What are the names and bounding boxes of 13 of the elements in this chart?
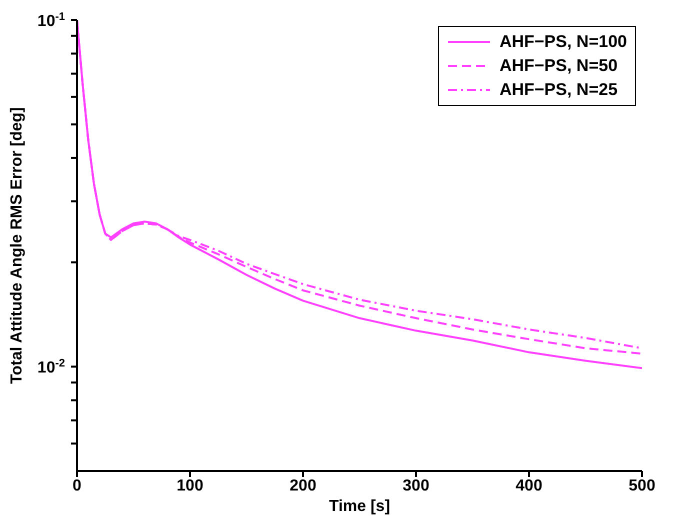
x-axis-title: Time [s] bbox=[328, 498, 390, 515]
x-tick-label: 100 bbox=[176, 477, 204, 494]
y-tick-label: 10$^{-1}$ bbox=[37, 11, 65, 30]
x-tick-label: 400 bbox=[516, 477, 542, 494]
x-tick-label: 500 bbox=[628, 477, 656, 494]
legend-label: AHF−PS, N=25 bbox=[499, 79, 618, 101]
x-tick-label: 0 bbox=[72, 477, 82, 494]
legend-label: AHF−PS, N=100 bbox=[499, 31, 627, 53]
legend-label: AHF−PS, N=50 bbox=[499, 55, 618, 77]
x-tick-label: 200 bbox=[290, 477, 316, 494]
y-tick-label: 10$^{-2}$ bbox=[37, 358, 65, 377]
x-tick-label: 300 bbox=[402, 477, 430, 494]
y-axis-title: Total Attitude Angle RMS Error [deg] bbox=[8, 107, 26, 384]
